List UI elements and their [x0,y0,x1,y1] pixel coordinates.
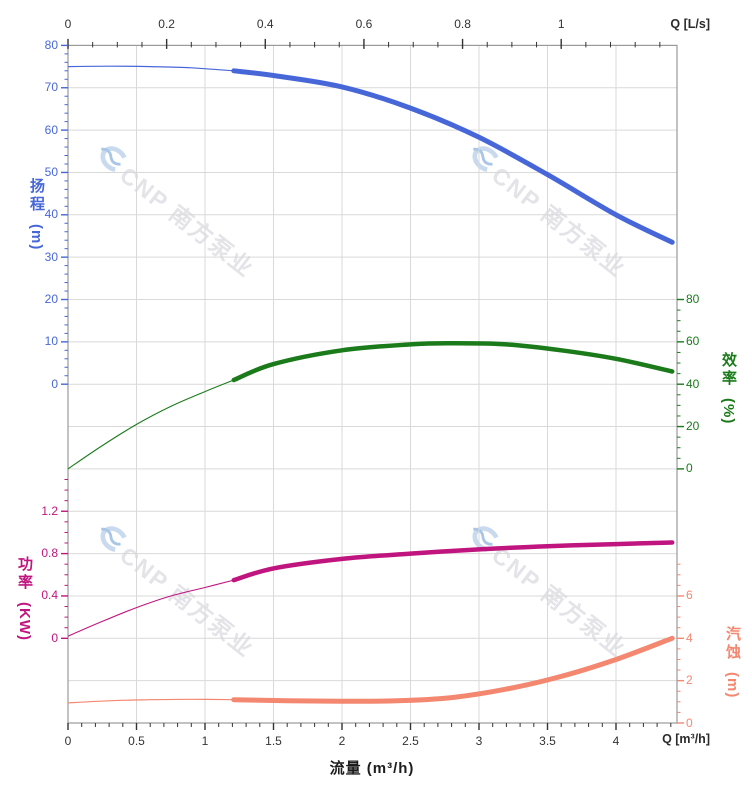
bottom-axis-tick-label: 2 [338,734,346,748]
head-axis-name: 扬程 [28,178,45,214]
head-axis-tick-label: 40 [44,207,58,222]
head-axis-unit: (m) [28,224,45,251]
bottom-axis-tick-label: 1 [201,734,209,748]
bottom-axis-tick-label: 3 [475,734,483,748]
efficiency-axis-name: 效率 [720,352,737,388]
head-axis-tick-label: 20 [44,292,58,306]
power-axis-unit: (KW) [16,602,33,641]
head-axis-tick-label: 80 [44,37,58,52]
flow-axis-title: 流量 (m³/h) [329,760,415,777]
npsh-axis-tick-label: 6 [686,588,693,603]
bottom-axis-tick-label: 3.5 [539,734,556,748]
bottom-axis-tick-label: 0 [64,734,72,748]
npsh-axis-title: 汽蚀 (m) [722,626,743,698]
efficiency-curve-thin [67,379,235,470]
npsh-axis-name: 汽蚀 [724,626,741,662]
bottom-axis-tick-label: 0.5 [128,734,145,748]
head-axis-tick-label: 30 [44,249,58,264]
npsh-axis-tick-label: 0 [686,715,693,730]
efficiency-curve [231,341,675,383]
top-axis-tick-label: 0 [64,17,72,31]
power-axis-tick-label: 0 [51,630,58,645]
efficiency-axis-tick-label: 80 [686,292,700,306]
head-axis-tick-label: 0 [51,376,58,391]
power-curve-thin [67,579,234,637]
npsh-axis-tick-label: 4 [686,630,693,645]
top-axis-tick-label: 1 [557,17,565,31]
power-axis-tick-label: 0.4 [41,588,58,603]
head-axis-tick-label: 10 [44,334,58,349]
power-axis-tick-label: 1.2 [41,503,58,518]
npsh-axis-unit: (m) [724,672,741,699]
efficiency-axis-tick-label: 20 [686,419,700,434]
head-axis-title: 扬程 (m) [26,178,47,250]
head-curve [231,68,675,245]
head-axis-tick-label: 60 [44,122,58,137]
power-axis-tick-label: 0.8 [41,546,58,561]
bottom-axis-tick-label: 1.5 [265,734,282,748]
head-curve-thin [67,65,234,72]
top-axis-tick-label: 0.6 [355,17,373,31]
efficiency-axis-tick-label: 0 [686,461,693,476]
npsh-curve [231,635,675,704]
top-axis-tick-label: 0.8 [454,17,471,31]
npsh-axis-tick-label: 2 [686,673,693,688]
head-axis-tick-label: 70 [44,80,58,95]
bottom-axis-unit-label: Q [m³/h] [662,732,710,746]
npsh-curve-thin [67,698,234,704]
efficiency-axis-title: 效率 (%) [718,352,739,424]
power-axis-name: 功率 [16,556,33,592]
top-axis-tick-label: 0.2 [158,17,175,31]
top-axis-unit-label: Q [L/s] [670,17,710,31]
power-axis-title: 功率 (KW) [14,556,35,641]
efficiency-axis-tick-label: 60 [686,334,700,349]
head-axis-tick-label: 50 [44,164,58,179]
efficiency-axis-unit: (%) [720,398,737,425]
top-axis-tick-label: 0.4 [256,17,274,31]
bottom-axis-tick-label: 2.5 [402,734,419,748]
power-curve [231,540,675,583]
efficiency-axis-tick-label: 40 [686,376,700,391]
bottom-axis-tick-label: 4 [612,734,620,748]
